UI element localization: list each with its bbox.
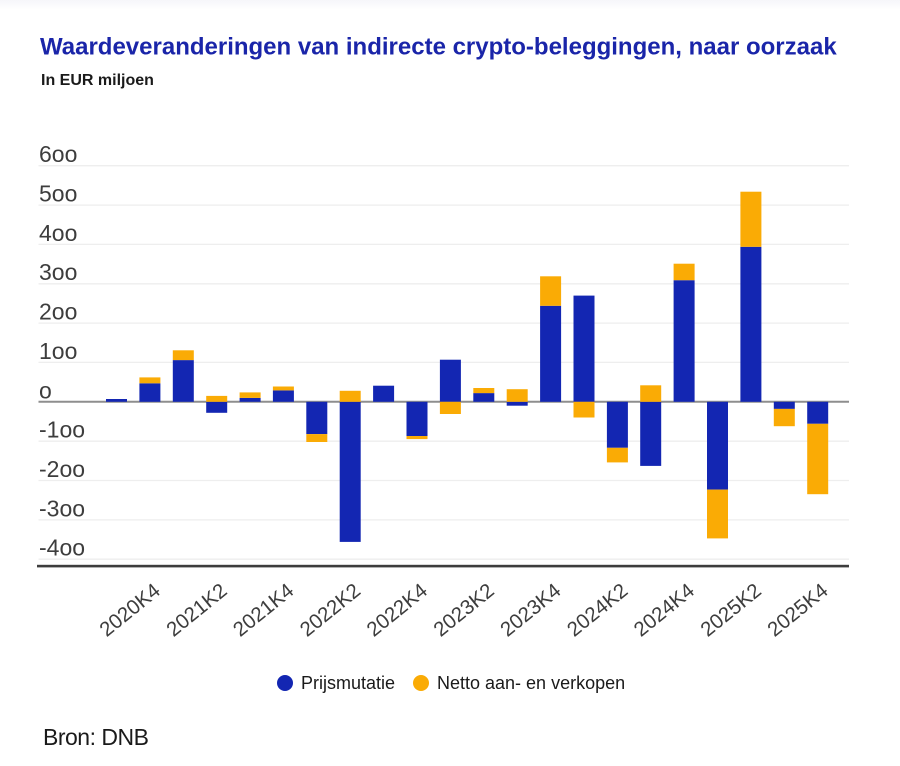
svg-text:-3oo: -3oo bbox=[39, 495, 85, 521]
svg-text:In EUR miljoen: In EUR miljoen bbox=[41, 72, 154, 89]
svg-text:-1oo: -1oo bbox=[39, 417, 85, 443]
svg-text:-4oo: -4oo bbox=[39, 535, 85, 561]
svg-text:6oo: 6oo bbox=[39, 141, 77, 167]
svg-text:4oo: 4oo bbox=[39, 220, 77, 246]
svg-text:Netto aan- en verkopen: Netto aan- en verkopen bbox=[437, 673, 625, 693]
svg-text:-2oo: -2oo bbox=[39, 456, 85, 482]
svg-text:Prijsmutatie: Prijsmutatie bbox=[301, 673, 395, 693]
svg-text:Bron: DNB: Bron: DNB bbox=[43, 724, 149, 750]
svg-text:2oo: 2oo bbox=[39, 299, 77, 325]
svg-text:Waardeveranderingen van indire: Waardeveranderingen van indirecte crypto… bbox=[40, 34, 837, 61]
svg-text:5oo: 5oo bbox=[39, 181, 77, 207]
svg-text:3oo: 3oo bbox=[39, 259, 77, 285]
svg-text:1oo: 1oo bbox=[39, 338, 77, 364]
svg-text:o: o bbox=[39, 377, 52, 403]
